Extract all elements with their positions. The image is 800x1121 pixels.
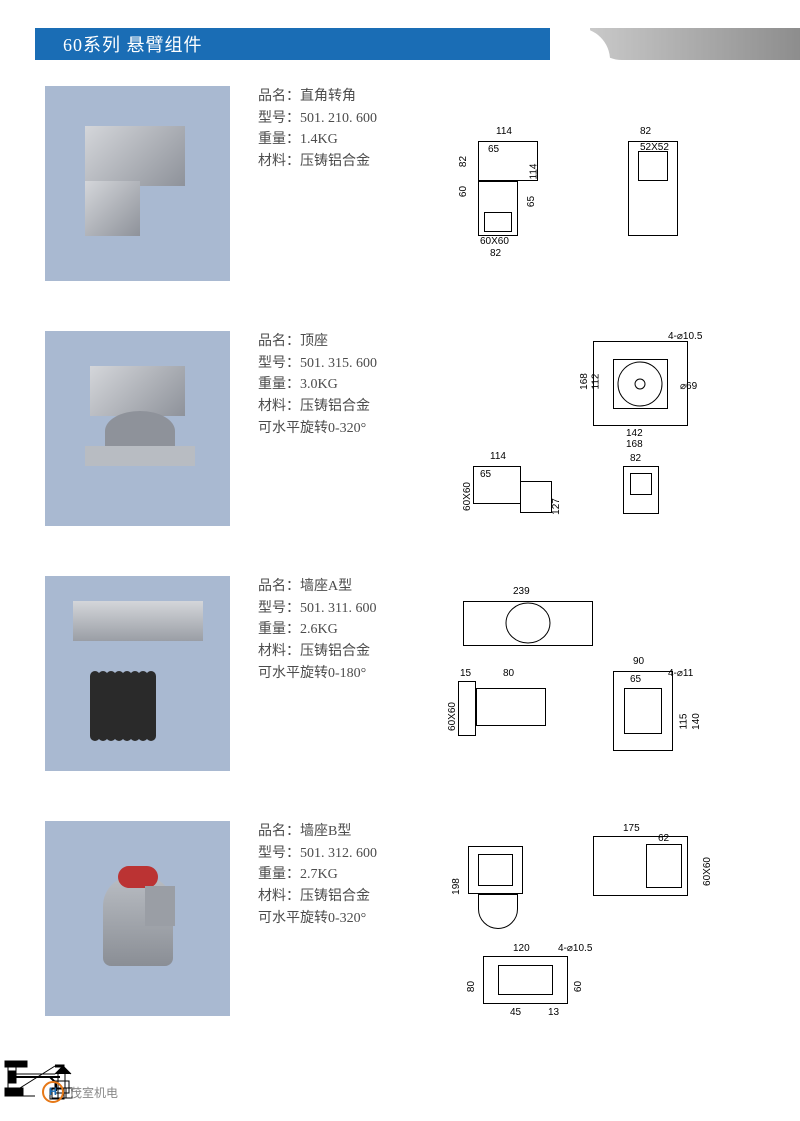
spec-weight: 重量：2.6KG [258, 619, 418, 641]
spec-model: 型号：501. 312. 600 [258, 843, 418, 865]
spec-name: 品名：直角转角 [258, 86, 418, 108]
page-header: 60系列 悬臂组件 [0, 28, 800, 66]
spec-material: 材料：压铸铝合金 [258, 886, 418, 908]
spec-material: 材料：压铸铝合金 [258, 396, 418, 418]
spec-model: 型号：501. 311. 600 [258, 598, 418, 620]
spec-weight: 重量：1.4KG [258, 129, 418, 151]
spec-block: 品名：墙座A型 型号：501. 311. 600 重量：2.6KG 材料：压铸铝… [258, 576, 418, 684]
product-row: 品名：顶座 型号：501. 315. 600 重量：3.0KG 材料：压铸铝合金… [45, 331, 760, 546]
spec-model: 型号：501. 210. 600 [258, 108, 418, 130]
spec-block: 品名：墙座B型 型号：501. 312. 600 重量：2.7KG 材料：压铸铝… [258, 821, 418, 929]
spec-weight: 重量：2.7KG [258, 864, 418, 886]
spec-model: 型号：501. 315. 600 [258, 353, 418, 375]
spec-name: 品名：顶座 [258, 331, 418, 353]
tech-drawing: 198 175 62 60X60 120 4-⌀10.5 80 45 60 13 [418, 821, 760, 1021]
spec-block: 品名：直角转角 型号：501. 210. 600 重量：1.4KG 材料：压铸铝… [258, 86, 418, 173]
spec-name: 品名：墙座B型 [258, 821, 418, 843]
product-row: 品名：墙座B型 型号：501. 312. 600 重量：2.7KG 材料：压铸铝… [45, 821, 760, 1036]
product-row: 品名：直角转角 型号：501. 210. 600 重量：1.4KG 材料：压铸铝… [45, 86, 760, 301]
product-photo [45, 576, 230, 771]
spec-extra: 可水平旋转0-180° [258, 663, 418, 685]
tech-drawing: 168 112 142 168 4-⌀10.5 ⌀69 114 65 60X60… [418, 331, 760, 531]
product-photo [45, 86, 230, 281]
tech-drawing: 239 15 80 60X60 90 65 4-⌀11 115 140 [418, 576, 760, 776]
product-photo [45, 331, 230, 526]
header-swoosh [590, 28, 800, 60]
spec-material: 材料：压铸铝合金 [258, 641, 418, 663]
page-title: 60系列 悬臂组件 [63, 31, 203, 57]
spec-material: 材料：压铸铝合金 [258, 151, 418, 173]
product-photo [45, 821, 230, 1016]
spec-extra: 可水平旋转0-320° [258, 418, 418, 440]
spec-extra: 可水平旋转0-320° [258, 908, 418, 930]
page-footer: H 茂室机电 [42, 1081, 118, 1103]
spec-block: 品名：顶座 型号：501. 315. 600 重量：3.0KG 材料：压铸铝合金… [258, 331, 418, 439]
spec-weight: 重量：3.0KG [258, 374, 418, 396]
catalog-content: 品名：直角转角 型号：501. 210. 600 重量：1.4KG 材料：压铸铝… [0, 66, 800, 1036]
product-row: 品名：墙座A型 型号：501. 311. 600 重量：2.6KG 材料：压铸铝… [45, 576, 760, 791]
tech-drawing: 114 65 82 60 65 114 60X60 82 82 52X52 [418, 86, 760, 286]
spec-name: 品名：墙座A型 [258, 576, 418, 598]
brand-logo-icon: H [42, 1081, 64, 1103]
brand-name: 茂室机电 [70, 1084, 118, 1101]
title-bar: 60系列 悬臂组件 [35, 28, 575, 60]
